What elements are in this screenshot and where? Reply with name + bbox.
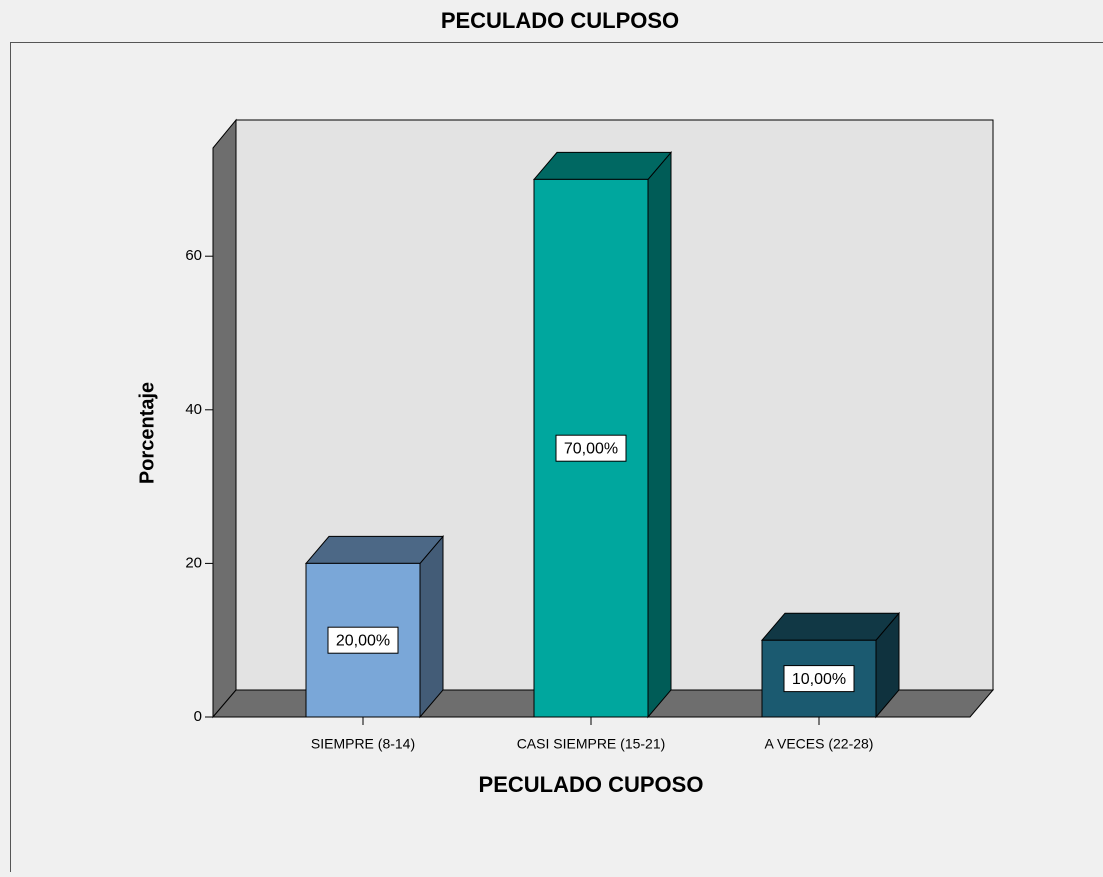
bar [534, 152, 671, 717]
y-tick-label: 0 [194, 708, 202, 725]
y-axis-label: Porcentaje [136, 382, 158, 484]
bar-top [762, 613, 899, 640]
value-label: 20,00% [336, 632, 390, 649]
value-label: 70,00% [564, 440, 618, 457]
bar-top [306, 536, 443, 563]
bar-side [648, 152, 671, 717]
y-tick-label: 20 [185, 554, 202, 571]
x-tick-label: A VECES (22-28) [765, 736, 874, 752]
bar-top [534, 152, 671, 179]
bar-side [420, 536, 443, 717]
y-tick-label: 60 [185, 247, 202, 264]
x-axis-label: PECULADO CUPOSO [479, 772, 704, 797]
left-wall [213, 120, 236, 717]
chart-title: PECULADO CULPOSO [441, 8, 679, 33]
y-tick-label: 40 [185, 401, 202, 418]
x-tick-label: SIEMPRE (8-14) [311, 736, 415, 752]
value-label: 10,00% [792, 671, 846, 688]
x-tick-label: CASI SIEMPRE (15-21) [517, 736, 666, 752]
